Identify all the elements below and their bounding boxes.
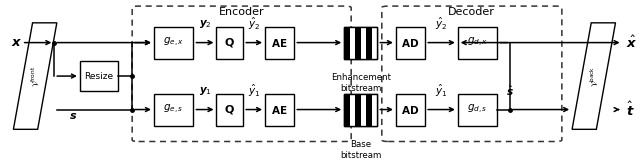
Bar — [355, 94, 361, 126]
Text: $\hat{y}_1$: $\hat{y}_1$ — [248, 83, 260, 99]
Bar — [344, 94, 349, 126]
Bar — [344, 27, 349, 59]
Text: $\hat{\boldsymbol{x}}$: $\hat{\boldsymbol{x}}$ — [626, 35, 637, 51]
Text: $\mathcal{V}^{\mathrm{back}}$: $\mathcal{V}^{\mathrm{back}}$ — [588, 65, 600, 87]
Text: $\hat{y}_2$: $\hat{y}_2$ — [248, 16, 260, 32]
FancyBboxPatch shape — [396, 27, 425, 59]
Bar — [344, 94, 378, 126]
FancyBboxPatch shape — [154, 27, 193, 59]
FancyBboxPatch shape — [216, 27, 243, 59]
FancyBboxPatch shape — [154, 94, 193, 126]
FancyBboxPatch shape — [458, 27, 497, 59]
FancyBboxPatch shape — [396, 94, 425, 126]
Bar — [361, 27, 366, 59]
FancyBboxPatch shape — [265, 94, 294, 126]
Text: $\mathbf{Q}$: $\mathbf{Q}$ — [225, 103, 236, 116]
Text: $\mathbf{AD}$: $\mathbf{AD}$ — [401, 104, 420, 116]
Text: $\hat{\boldsymbol{s}}$: $\hat{\boldsymbol{s}}$ — [506, 84, 514, 98]
Text: $\hat{y}_1$: $\hat{y}_1$ — [435, 83, 448, 99]
Bar — [344, 27, 378, 59]
Text: $\mathbf{AE}$: $\mathbf{AE}$ — [271, 37, 288, 49]
FancyBboxPatch shape — [80, 61, 118, 91]
Bar — [366, 94, 372, 126]
Bar — [372, 27, 378, 59]
Text: Resize: Resize — [84, 72, 113, 81]
Text: $\mathbf{AE}$: $\mathbf{AE}$ — [271, 104, 288, 116]
Bar — [344, 94, 378, 126]
Text: $\mathcal{V}^{\mathrm{front}}$: $\mathcal{V}^{\mathrm{front}}$ — [29, 65, 41, 87]
Text: $\mathbf{AD}$: $\mathbf{AD}$ — [401, 37, 420, 49]
Bar — [349, 94, 355, 126]
Bar — [372, 94, 378, 126]
Text: Decoder: Decoder — [448, 7, 495, 17]
Text: Enhancement
bitstream: Enhancement bitstream — [331, 73, 391, 93]
Bar — [344, 27, 378, 59]
Text: $\boldsymbol{y}_2$: $\boldsymbol{y}_2$ — [198, 18, 211, 30]
Text: Encoder: Encoder — [218, 7, 264, 17]
Bar — [355, 27, 361, 59]
Text: $g_{d,x}$: $g_{d,x}$ — [467, 36, 488, 49]
Text: $\boldsymbol{s}$: $\boldsymbol{s}$ — [68, 111, 77, 121]
Text: $g_{e,s}$: $g_{e,s}$ — [163, 103, 184, 116]
Bar — [366, 27, 372, 59]
Text: Base
bitstream: Base bitstream — [340, 140, 381, 160]
Bar — [361, 94, 366, 126]
Text: $g_{d,s}$: $g_{d,s}$ — [467, 103, 488, 116]
Text: $g_{e,x}$: $g_{e,x}$ — [163, 36, 184, 49]
Text: $\hat{\boldsymbol{t}}$: $\hat{\boldsymbol{t}}$ — [626, 100, 634, 119]
FancyBboxPatch shape — [458, 94, 497, 126]
Polygon shape — [572, 23, 616, 129]
FancyBboxPatch shape — [265, 27, 294, 59]
Text: $\mathbf{Q}$: $\mathbf{Q}$ — [225, 36, 236, 49]
Text: $\boldsymbol{x}$: $\boldsymbol{x}$ — [12, 36, 23, 49]
Polygon shape — [13, 23, 57, 129]
Text: $\boldsymbol{y}_1$: $\boldsymbol{y}_1$ — [198, 85, 211, 97]
Bar — [349, 27, 355, 59]
FancyBboxPatch shape — [216, 94, 243, 126]
Text: $\hat{y}_2$: $\hat{y}_2$ — [435, 16, 448, 32]
